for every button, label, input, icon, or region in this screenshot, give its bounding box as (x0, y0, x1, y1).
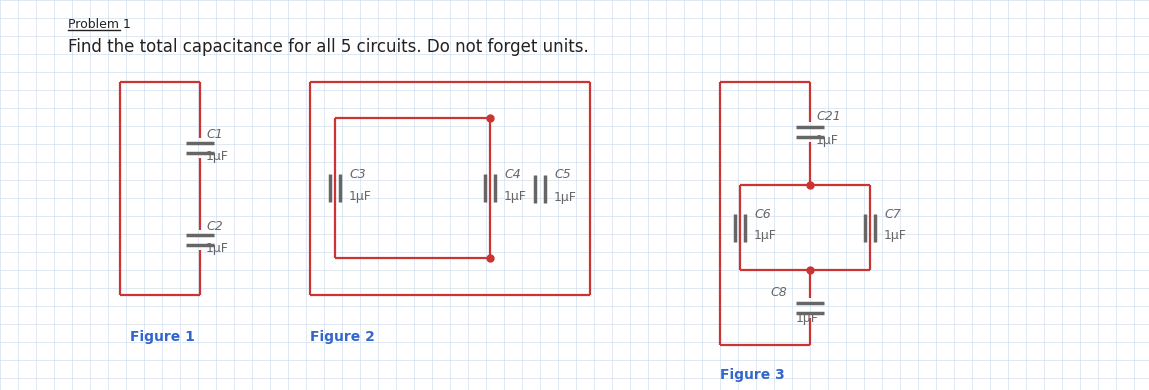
Text: C2: C2 (206, 220, 223, 233)
Text: 1μF: 1μF (504, 190, 527, 203)
Text: C3: C3 (349, 168, 365, 181)
Text: 1μF: 1μF (349, 190, 372, 203)
Text: 1μF: 1μF (206, 242, 229, 255)
Text: Find the total capacitance for all 5 circuits. Do not forget units.: Find the total capacitance for all 5 cir… (68, 38, 588, 56)
Text: 1μF: 1μF (884, 229, 907, 243)
Text: Problem 1: Problem 1 (68, 18, 131, 31)
Text: Figure 2: Figure 2 (310, 330, 375, 344)
Text: 1μF: 1μF (796, 312, 819, 325)
Text: C7: C7 (884, 207, 901, 220)
Text: 1μF: 1μF (754, 229, 777, 243)
Text: 1μF: 1μF (816, 134, 839, 147)
Text: 1μF: 1μF (554, 190, 577, 204)
Text: Figure 1: Figure 1 (130, 330, 195, 344)
Text: Figure 3: Figure 3 (720, 368, 785, 382)
Text: C8: C8 (770, 286, 787, 299)
Text: 1μF: 1μF (206, 150, 229, 163)
Text: C6: C6 (754, 207, 771, 220)
Text: C21: C21 (816, 110, 841, 123)
Text: C1: C1 (206, 128, 223, 141)
Text: C4: C4 (504, 168, 520, 181)
Text: C5: C5 (554, 168, 571, 181)
